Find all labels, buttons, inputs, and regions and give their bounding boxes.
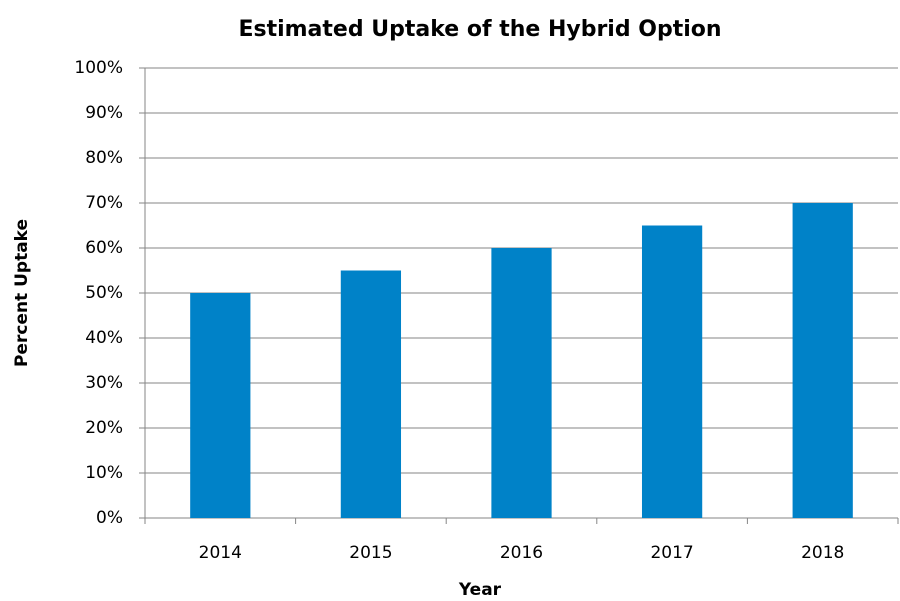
bar bbox=[792, 203, 853, 518]
x-tick-label: 2015 bbox=[349, 543, 392, 563]
y-tick-label: 80% bbox=[85, 148, 123, 168]
y-tick-label: 10% bbox=[85, 463, 123, 483]
x-tick-label: 2014 bbox=[199, 543, 242, 563]
y-tick-label: 70% bbox=[85, 193, 123, 213]
y-tick-label: 100% bbox=[74, 58, 123, 78]
y-tick-label: 20% bbox=[85, 418, 123, 438]
y-tick-label: 30% bbox=[85, 373, 123, 393]
bar bbox=[190, 293, 251, 518]
y-tick-label: 50% bbox=[85, 283, 123, 303]
y-axis-label: Percent Uptake bbox=[12, 219, 32, 367]
bar bbox=[340, 270, 402, 518]
y-tick-label: 90% bbox=[85, 103, 123, 123]
chart-title: Estimated Uptake of the Hybrid Option bbox=[238, 17, 721, 42]
y-tick-label: 40% bbox=[85, 328, 123, 348]
x-tick-label: 2016 bbox=[500, 543, 543, 563]
bar bbox=[491, 248, 552, 518]
y-tick-label: 60% bbox=[85, 238, 123, 258]
x-tick-label: 2017 bbox=[650, 543, 693, 563]
x-axis-label: Year bbox=[458, 580, 502, 600]
x-tick-label: 2018 bbox=[801, 543, 844, 563]
y-tick-label: 0% bbox=[96, 508, 123, 528]
bar bbox=[641, 225, 703, 518]
